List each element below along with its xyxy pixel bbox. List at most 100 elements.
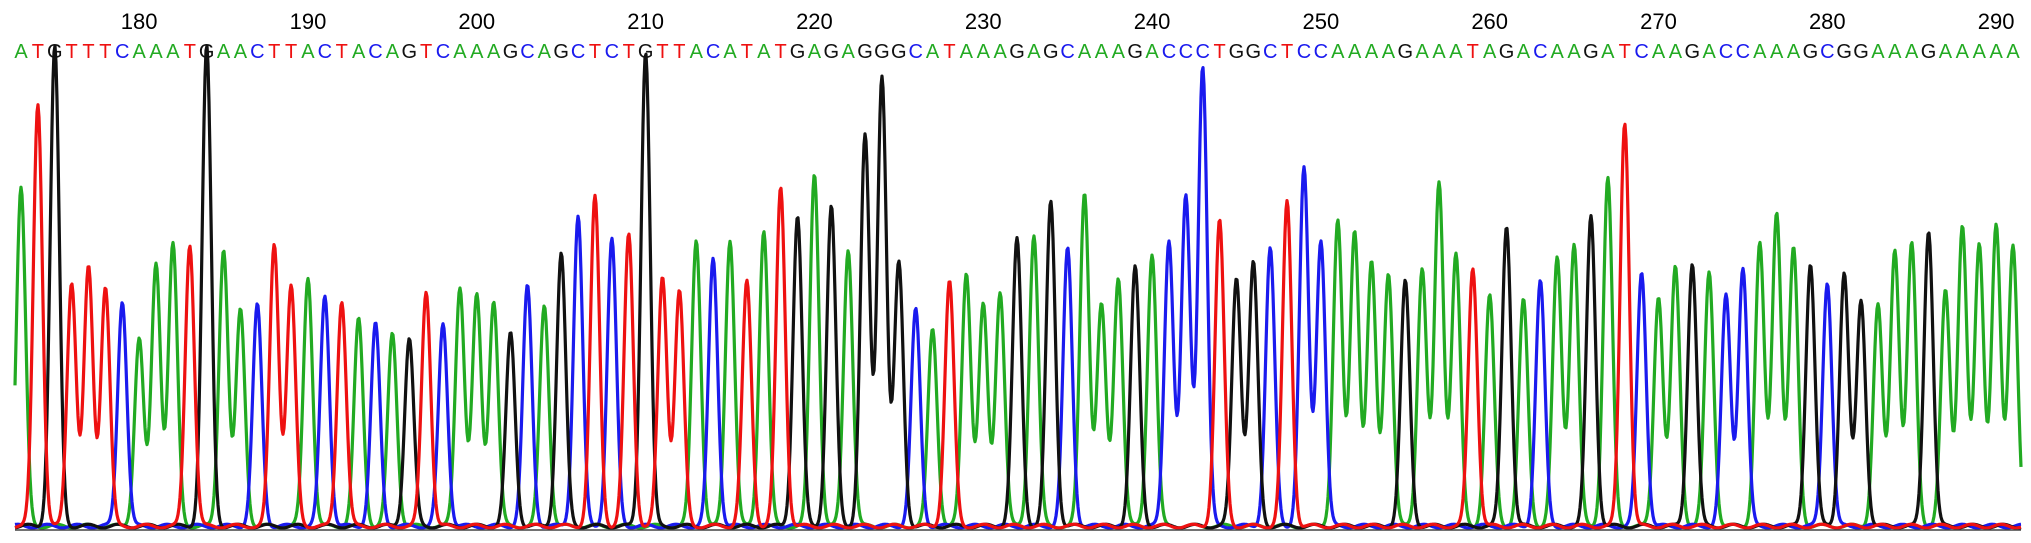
trace-T [14,103,2022,530]
base-call-letter: A [757,41,771,63]
base-call-letter: C [1634,41,1648,63]
base-call-letter: G [1229,41,1245,63]
base-call-letter: C [436,41,450,63]
base-call-letter: C [706,41,720,63]
base-call-letter: G [1246,41,1262,63]
base-call-letter: A [1331,41,1345,63]
base-call-letter: T [285,41,297,63]
base-call-letter: T [589,41,601,63]
trace-area [13,44,2023,530]
base-call-letter: C [1195,41,1209,63]
base-call-letter: G [1583,41,1599,63]
base-call-letter: C [1736,41,1750,63]
base-call-letter: T [1467,41,1479,63]
base-call-letter: T [268,41,280,63]
base-call-letter: G [1684,41,1700,63]
position-tick-label: 190 [290,9,327,34]
base-call-letter: C [1533,41,1547,63]
base-call-letter: T [623,41,635,63]
base-call-letter: A [1702,41,1716,63]
base-call-letter: A [132,41,146,63]
base-call-letter: C [605,41,619,63]
base-call-letter: A [690,41,704,63]
base-call-letter: A [1095,41,1109,63]
base-call-letter: T [1281,41,1293,63]
base-call-letter: A [1382,41,1396,63]
base-call-letter: T [1213,41,1225,63]
base-call-letter: G [553,41,569,63]
base-call-letter: A [1517,41,1531,63]
base-call-letter: A [960,41,974,63]
base-call-letter: G [790,41,806,63]
base-call-letter: A [1888,41,1902,63]
base-call-letter: A [1551,41,1565,63]
base-call-letter: C [1297,41,1311,63]
position-tick-label: 220 [796,9,833,34]
base-call-letter: A [217,41,231,63]
base-call-letter: A [234,41,248,63]
base-call-letter: T [66,41,78,63]
base-call-letter: T [336,41,348,63]
base-call-letter: A [149,41,163,63]
base-call-letter: A [301,41,315,63]
base-call-letter: A [1415,41,1429,63]
base-call-letter: T [741,41,753,63]
position-tick-label: 270 [1640,9,1677,34]
position-axis: 180 190 200 210 220 230 240 250 260 270 280 290 [121,9,2015,34]
base-call-letter: A [1601,41,1615,63]
base-call-letter: A [1905,41,1919,63]
base-call-letter: A [926,41,940,63]
base-call-letter: T [420,41,432,63]
base-call-letter: A [1973,41,1987,63]
base-call-letter: T [184,41,196,63]
base-call-letter: G [1127,41,1143,63]
base-call-letter: T [673,41,685,63]
position-tick-label: 290 [1978,9,2015,34]
base-call-letter: A [386,41,400,63]
base-call-letter: A [1027,41,1041,63]
base-call-letter: G [874,41,890,63]
base-call-letter: A [1145,41,1159,63]
base-call-letter: A [1770,41,1784,63]
base-call-letter: A [1078,41,1092,63]
base-call-letter: C [1314,41,1328,63]
base-call-letter: C [1162,41,1176,63]
trace-C [14,66,2022,530]
base-call-letter: A [1112,41,1126,63]
base-call-letter: A [1939,41,1953,63]
base-call-letter: A [1787,41,1801,63]
base-call-letter: A [1652,41,1666,63]
base-call-letter: G [1499,41,1515,63]
base-call-letter: A [1669,41,1683,63]
base-call-letter: G [1043,41,1059,63]
position-tick-label: 240 [1134,9,1171,34]
base-call-letter: T [775,41,787,63]
base-call-letter: T [943,41,955,63]
base-call-letter: T [656,41,668,63]
base-call-letter: G [1921,41,1937,63]
base-call-letter: C [1060,41,1074,63]
position-tick-label: 200 [458,9,495,34]
base-call-letter: A [977,41,991,63]
base-call-letter: C [571,41,585,63]
base-call-letter: T [99,41,111,63]
base-call-letter: C [520,41,534,63]
base-call-letter: A [1483,41,1497,63]
base-call-letter: T [32,41,44,63]
base-call-letter: G [1803,41,1819,63]
base-call-letter: C [1263,41,1277,63]
base-call-letter: T [82,41,94,63]
base-call-letter: A [1432,41,1446,63]
base-call-letter: A [538,41,552,63]
base-call-letter: A [1567,41,1581,63]
base-call-letter: A [166,41,180,63]
base-call-letter: C [1719,41,1733,63]
base-call-letter: G [401,41,417,63]
position-tick-label: 280 [1809,9,1846,34]
base-call-letter: A [1449,41,1463,63]
base-call-letter: G [1397,41,1413,63]
base-call-letter: A [352,41,366,63]
base-call-letter: C [1179,41,1193,63]
base-call-letter: C [1820,41,1834,63]
